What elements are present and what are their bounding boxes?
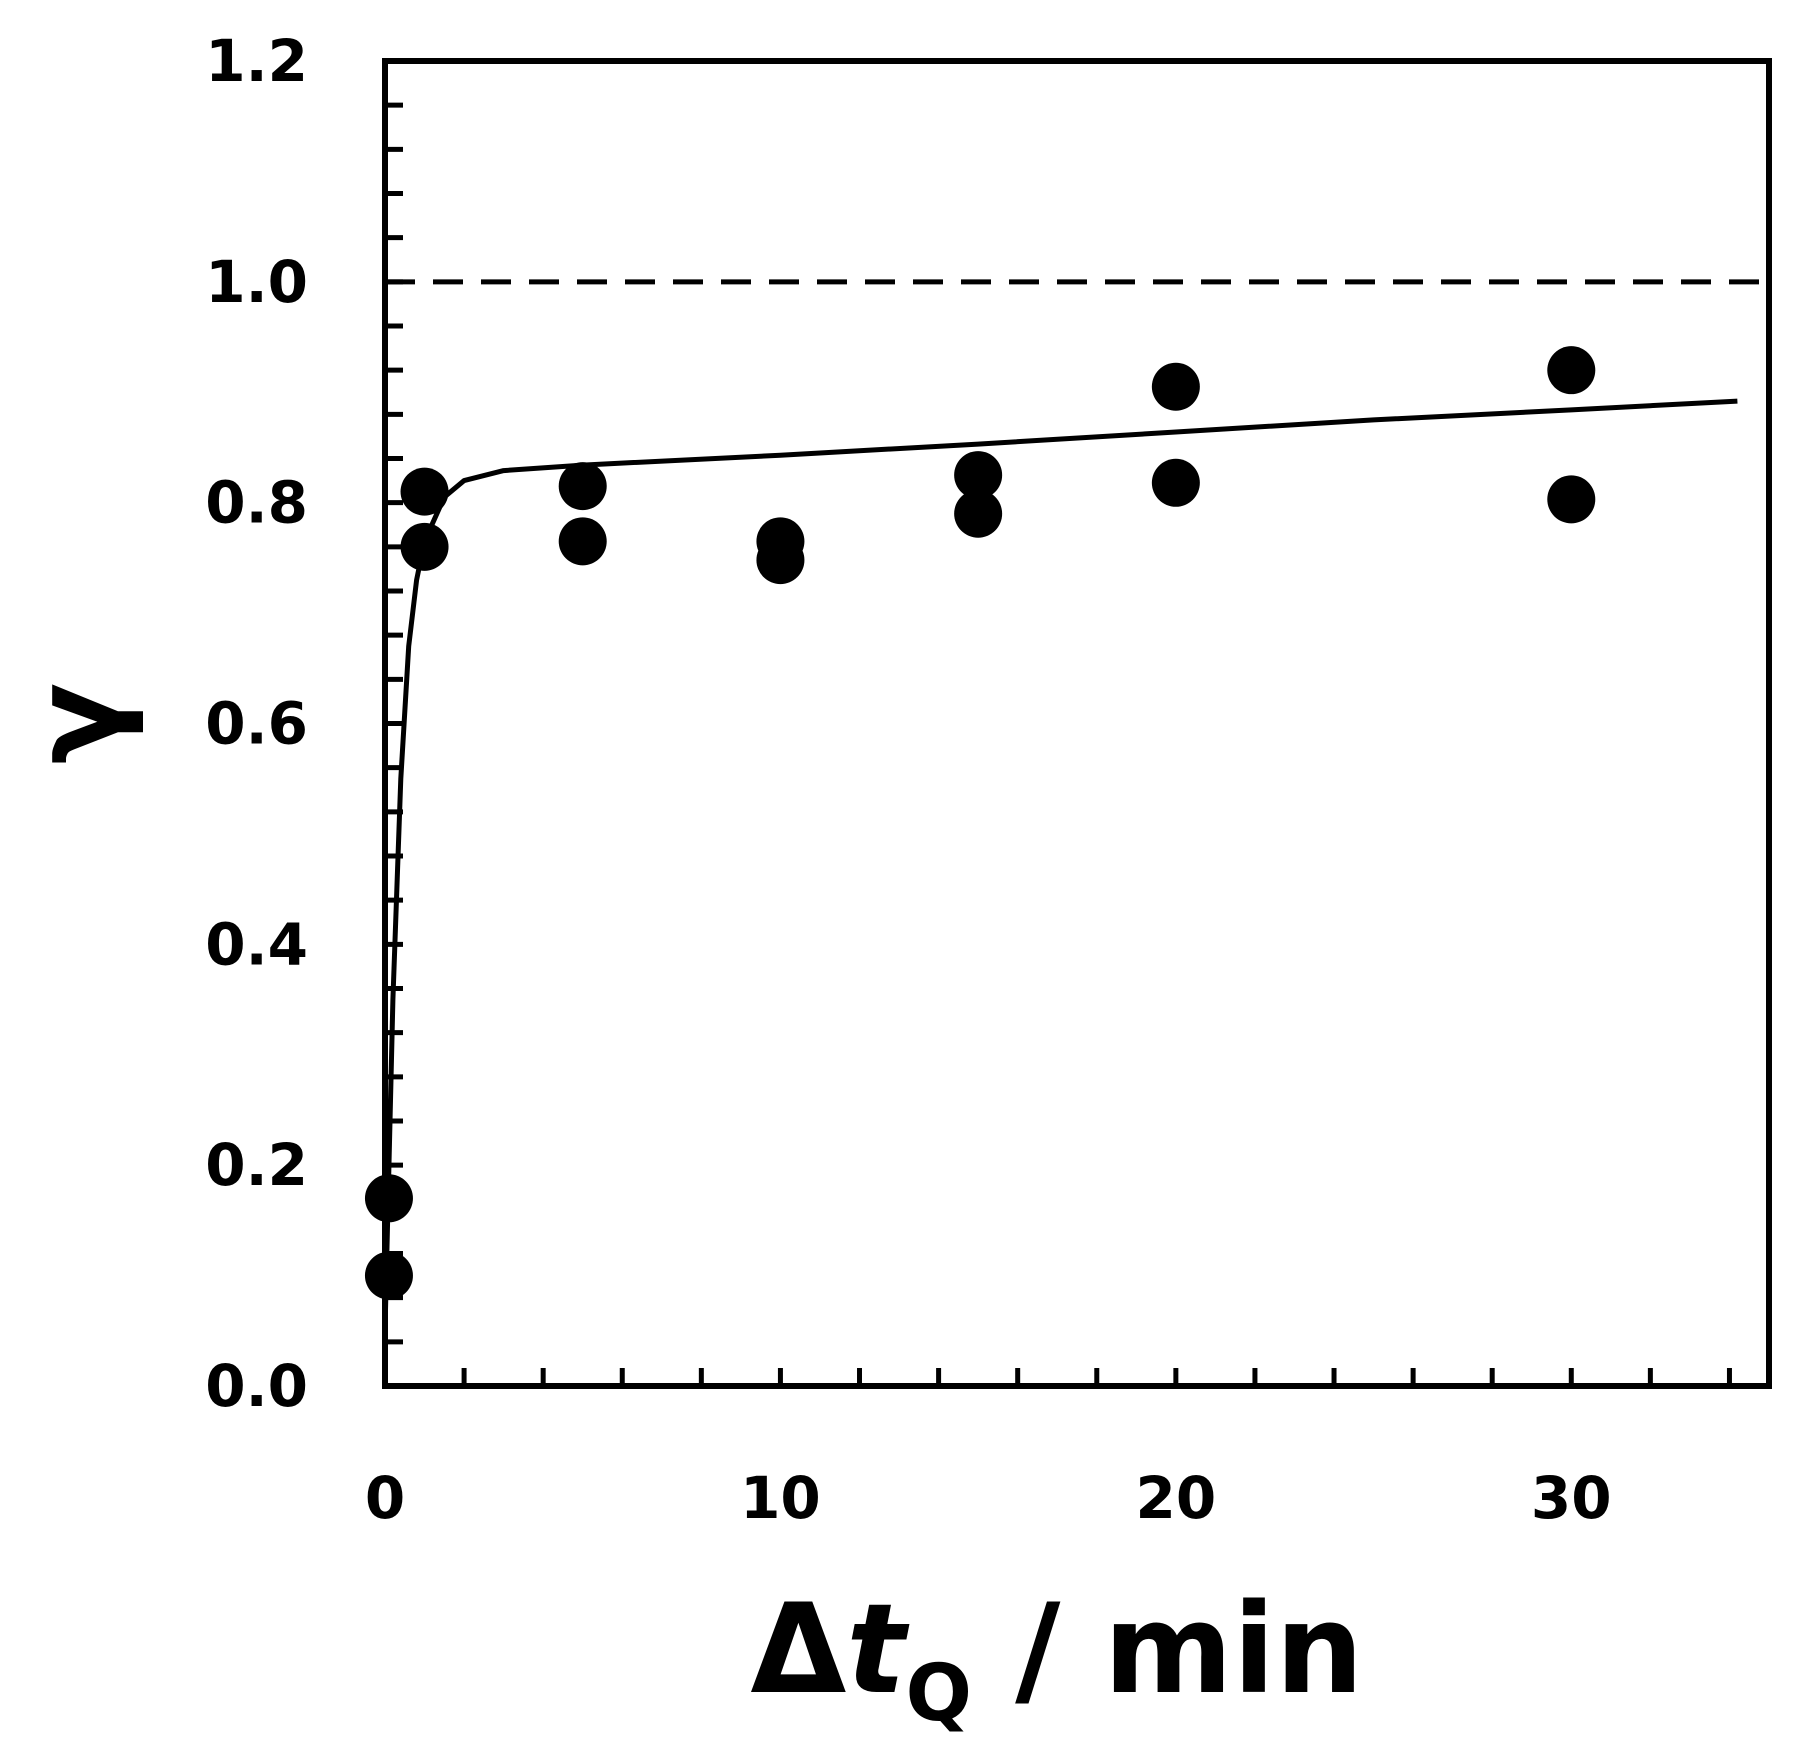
x-axis-title-unit: / min <box>972 1578 1364 1722</box>
fit-line <box>382 398 1738 1331</box>
data-points-layer <box>364 346 1596 1300</box>
data-point <box>558 462 607 511</box>
x-tick-label: 10 <box>740 1464 821 1532</box>
data-point <box>1151 362 1200 411</box>
x-axis-title-delta: Δ <box>750 1578 846 1722</box>
data-point <box>1547 346 1596 395</box>
x-tick-label: 20 <box>1135 1464 1216 1532</box>
y-tick-label: 0.2 <box>205 1131 308 1199</box>
y-tick-label: 0.0 <box>205 1352 308 1420</box>
data-point <box>954 489 1003 538</box>
tick-labels-layer: 0.0 0.2 0.4 0.6 0.8 1.0 1.2 0 10 20 30 <box>205 27 1611 1532</box>
plot-frame <box>382 58 1772 1389</box>
x-tick-label: 0 <box>365 1464 405 1532</box>
data-point <box>1151 458 1200 507</box>
x-axis-title-variable: t <box>846 1578 910 1722</box>
y-tick-label: 0.6 <box>205 690 308 758</box>
data-point <box>400 467 449 516</box>
x-tick-label: 30 <box>1531 1464 1612 1532</box>
y-tick-label: 1.2 <box>205 27 308 95</box>
data-point <box>756 536 805 585</box>
y-tick-label: 0.4 <box>205 910 308 978</box>
x-axis-title-subscript: Q <box>906 1649 972 1739</box>
data-point <box>558 517 607 566</box>
y-tick-label: 1.0 <box>205 248 308 316</box>
data-point <box>364 1251 413 1300</box>
data-point <box>1547 475 1596 524</box>
data-point <box>364 1174 413 1223</box>
fit-line-layer <box>382 398 1738 1331</box>
x-axis-title: ΔtQ / min <box>750 1578 1363 1739</box>
data-point <box>954 451 1003 500</box>
y-tick-label: 0.8 <box>205 469 308 537</box>
data-point <box>400 522 449 571</box>
axis-ticks-layer <box>385 102 1732 1386</box>
y-axis-title: γ <box>8 683 147 765</box>
